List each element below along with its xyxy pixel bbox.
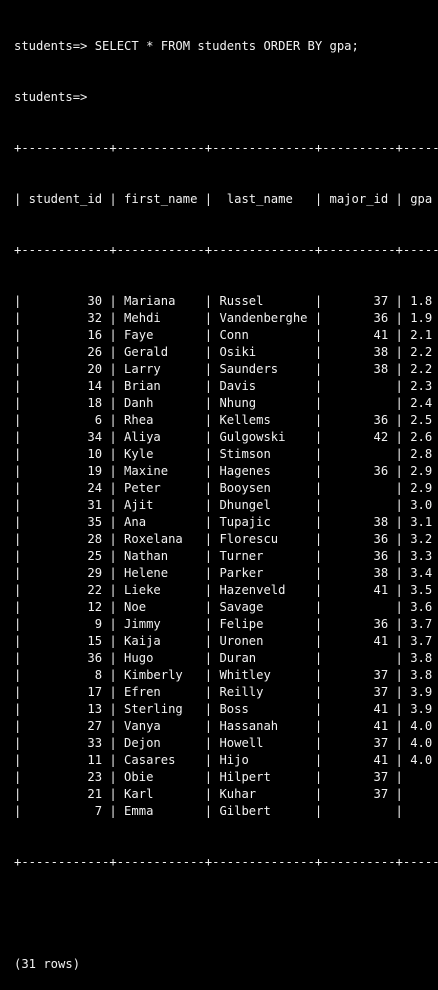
table-header-row: | student_id | first_name | last_name | … (14, 192, 438, 206)
table-row: | 6 | Rhea | Kellems | 36 | 2.5 | (14, 413, 438, 427)
table-row: | 30 | Mariana | Russel | 37 | 1.8 | (14, 294, 438, 308)
table-row: | 12 | Noe | Savage | | 3.6 | (14, 600, 438, 614)
prompt-idle-line[interactable]: students=> (14, 89, 438, 106)
row-count-footer: (31 rows) (14, 957, 81, 971)
table-row: | 8 | Kimberly | Whitley | 37 | 3.8 | (14, 668, 438, 682)
table-bottom-border: +------------+------------+-------------… (14, 855, 438, 869)
table-row: | 16 | Faye | Conn | 41 | 2.1 | (14, 328, 438, 342)
blank-line (14, 905, 438, 922)
prompt-query-line: students=> SELECT * FROM students ORDER … (14, 39, 359, 53)
table-row: | 19 | Maxine | Hagenes | 36 | 2.9 | (14, 464, 438, 478)
table-row: | 23 | Obie | Hilpert | 37 | | (14, 770, 438, 784)
table-row: | 18 | Danh | Nhung | | 2.4 | (14, 396, 438, 410)
table-row: | 21 | Karl | Kuhar | 37 | | (14, 787, 438, 801)
table-row: | 9 | Jimmy | Felipe | 36 | 3.7 | (14, 617, 438, 631)
table-row: | 7 | Emma | Gilbert | | | (14, 804, 438, 818)
table-row: | 17 | Efren | Reilly | 37 | 3.9 | (14, 685, 438, 699)
table-row: | 20 | Larry | Saunders | 38 | 2.2 | (14, 362, 438, 376)
table-row: | 36 | Hugo | Duran | | 3.8 | (14, 651, 438, 665)
table-row: | 27 | Vanya | Hassanah | 41 | 4.0 | (14, 719, 438, 733)
table-body: | 30 | Mariana | Russel | 37 | 1.8 | | 32… (14, 293, 438, 820)
table-header-separator: +------------+------------+-------------… (14, 243, 438, 257)
table-row: | 25 | Nathan | Turner | 36 | 3.3 | (14, 549, 438, 563)
table-row: | 34 | Aliya | Gulgowski | 42 | 2.6 | (14, 430, 438, 444)
table-row: | 22 | Lieke | Hazenveld | 41 | 3.5 | (14, 583, 438, 597)
prompt-text: students=> (14, 90, 88, 104)
table-row: | 29 | Helene | Parker | 38 | 3.4 | (14, 566, 438, 580)
table-row: | 32 | Mehdi | Vandenberghe | 36 | 1.9 | (14, 311, 438, 325)
table-row: | 33 | Dejon | Howell | 37 | 4.0 | (14, 736, 438, 750)
table-row: | 11 | Casares | Hijo | 41 | 4.0 | (14, 753, 438, 767)
table-row: | 13 | Sterling | Boss | 41 | 3.9 | (14, 702, 438, 716)
table-row: | 10 | Kyle | Stimson | | 2.8 | (14, 447, 438, 461)
table-row: | 35 | Ana | Tupajic | 38 | 3.1 | (14, 515, 438, 529)
table-row: | 15 | Kaija | Uronen | 41 | 3.7 | (14, 634, 438, 648)
table-row: | 24 | Peter | Booysen | | 2.9 | (14, 481, 438, 495)
table-row: | 31 | Ajit | Dhungel | | 3.0 | (14, 498, 438, 512)
table-top-border: +------------+------------+-------------… (14, 141, 438, 155)
table-row: | 28 | Roxelana | Florescu | 36 | 3.2 | (14, 532, 438, 546)
table-row: | 26 | Gerald | Osiki | 38 | 2.2 | (14, 345, 438, 359)
table-row: | 14 | Brian | Davis | | 2.3 | (14, 379, 438, 393)
